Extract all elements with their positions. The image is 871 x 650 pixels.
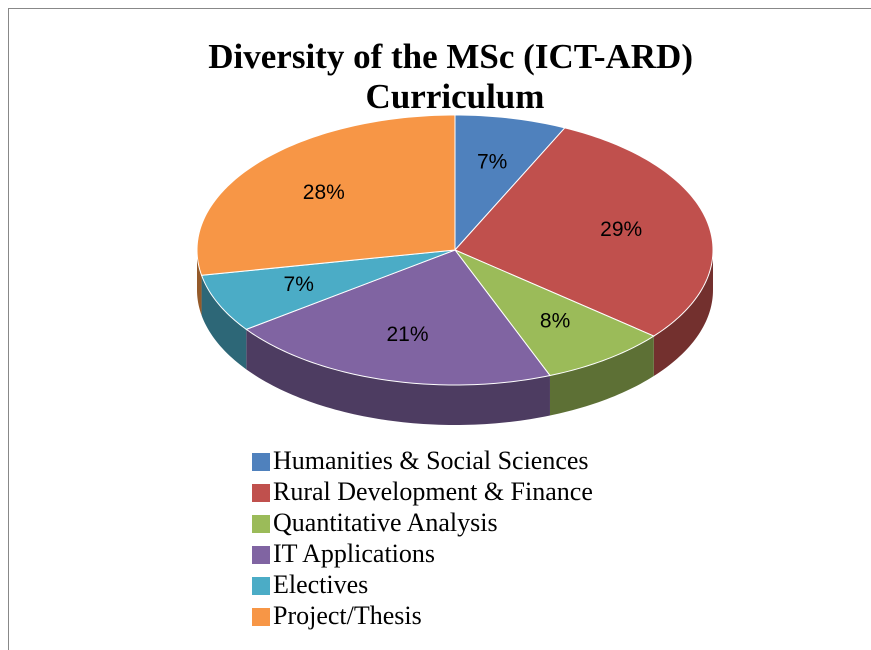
legend-swatch xyxy=(252,484,270,502)
slice xyxy=(453,248,655,377)
slice xyxy=(245,249,551,386)
legend-swatch xyxy=(252,546,270,564)
data-label: 29% xyxy=(600,218,642,241)
legend-label: Project/Thesis xyxy=(273,601,422,630)
data-label: 7% xyxy=(477,151,507,174)
slice-side xyxy=(246,329,550,425)
legend-label: Humanities & Social Sciences xyxy=(273,446,589,475)
slice xyxy=(196,114,456,276)
legend-swatch xyxy=(252,515,270,533)
data-label: 28% xyxy=(303,181,345,204)
slice-side xyxy=(197,250,202,316)
slice xyxy=(454,114,566,252)
slice xyxy=(454,127,714,337)
legend-label: Quantitative Analysis xyxy=(273,508,498,537)
legend-swatch xyxy=(252,608,270,626)
data-label: 7% xyxy=(284,273,314,296)
legend-swatch xyxy=(252,577,270,595)
chart-title: Diversity of the MSc (ICT-ARD) Curriculu… xyxy=(208,37,702,116)
slice xyxy=(200,249,456,330)
data-label: 8% xyxy=(540,310,570,333)
legend-label: Electives xyxy=(273,570,368,599)
slice-side xyxy=(201,275,247,370)
slice-side xyxy=(549,336,654,416)
data-label: 21% xyxy=(386,323,428,346)
legend-label: Rural Development & Finance xyxy=(273,477,593,506)
legend-swatch xyxy=(252,453,270,471)
legend-label: IT Applications xyxy=(273,539,435,568)
